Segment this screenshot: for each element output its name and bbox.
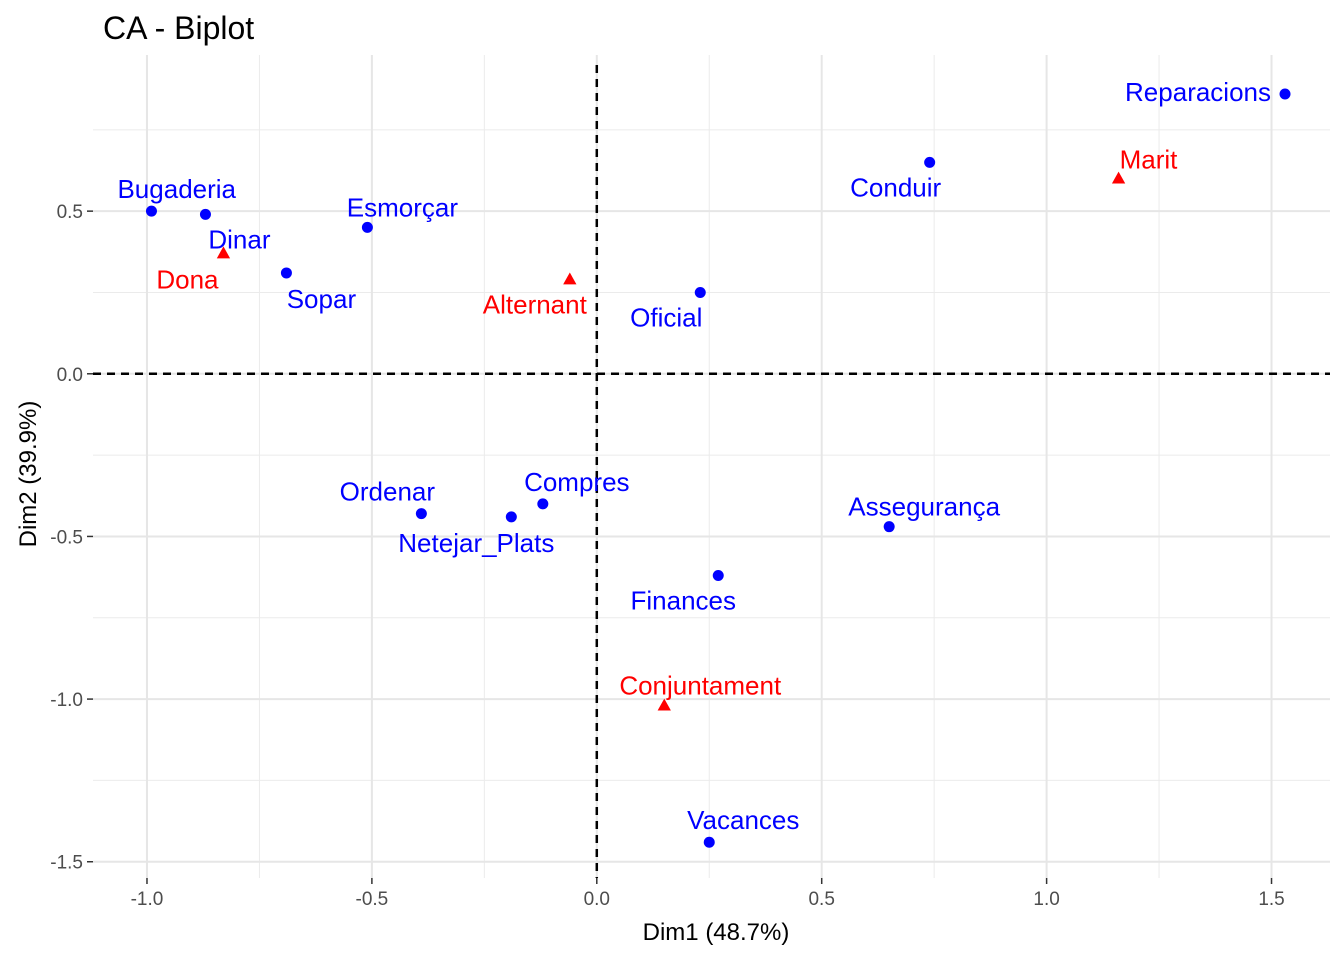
- label-esmor-ar: Esmorçar: [347, 192, 459, 222]
- label-marit: Marit: [1120, 145, 1179, 175]
- label-reparacions: Reparacions: [1125, 77, 1271, 107]
- label-conduir: Conduir: [850, 172, 941, 202]
- label-conjuntament: Conjuntament: [619, 671, 782, 701]
- y-tick-label: -0.5: [50, 527, 83, 548]
- y-tick-label: -1.0: [50, 690, 83, 711]
- axis-ticks: -1.0 -0.5 0.0 0.5 1.0 1.5 -1.5 -1.0 -0.5 0.0 0.5: [50, 202, 1284, 910]
- label-netejar-plats: Netejar_Plats: [398, 528, 554, 558]
- point-oficial: [694, 286, 706, 298]
- point-labels: Reparacions Conduir Bugaderia Dinar Esmorçar…: [117, 77, 1271, 835]
- point-netejar-plats: [505, 511, 517, 523]
- point-conjuntament: [657, 698, 671, 711]
- label-vacances: Vacances: [687, 805, 799, 835]
- point-compres: [537, 498, 549, 510]
- label-bugaderia: Bugaderia: [117, 174, 236, 204]
- data-points: [145, 88, 1291, 848]
- y-axis-title: Dim2 (39.9%): [15, 401, 42, 548]
- point-vacances: [703, 836, 715, 848]
- point-reparacions: [1279, 88, 1291, 100]
- label-dinar: Dinar: [208, 224, 270, 254]
- point-bugaderia: [145, 205, 157, 217]
- x-tick-label: 0.0: [584, 889, 610, 910]
- point-finances: [712, 569, 724, 581]
- x-tick-label: -0.5: [356, 889, 389, 910]
- label-asseguran-a: Assegurança: [848, 492, 1000, 522]
- label-compres: Compres: [524, 467, 629, 497]
- y-tick-label: 0.5: [57, 202, 83, 223]
- x-axis-title: Dim1 (48.7%): [643, 919, 790, 946]
- label-alternant: Alternant: [483, 289, 588, 319]
- label-ordenar: Ordenar: [340, 477, 436, 507]
- x-tick-label: 0.5: [808, 889, 834, 910]
- point-conduir: [924, 156, 936, 168]
- grid-lines: [93, 55, 1330, 878]
- x-tick-label: 1.5: [1258, 889, 1284, 910]
- x-tick-label: -1.0: [131, 889, 164, 910]
- y-tick-label: -1.5: [50, 853, 83, 874]
- point-marit: [1111, 171, 1126, 184]
- point-asseguran-a: [883, 521, 895, 533]
- label-sopar: Sopar: [287, 284, 357, 314]
- reference-lines: [93, 65, 1330, 878]
- point-ordenar: [415, 508, 427, 520]
- label-finances: Finances: [630, 585, 736, 615]
- point-dinar: [199, 208, 211, 220]
- point-alternant: [563, 272, 577, 285]
- x-tick-label: 1.0: [1033, 889, 1059, 910]
- point-dona: [216, 246, 231, 259]
- chart-title: CA - Biplot: [103, 10, 254, 46]
- y-tick-label: 0.0: [57, 365, 83, 386]
- point-sopar: [280, 267, 292, 279]
- label-oficial: Oficial: [630, 302, 702, 332]
- point-esmor-ar: [361, 221, 373, 233]
- label-dona: Dona: [156, 264, 219, 294]
